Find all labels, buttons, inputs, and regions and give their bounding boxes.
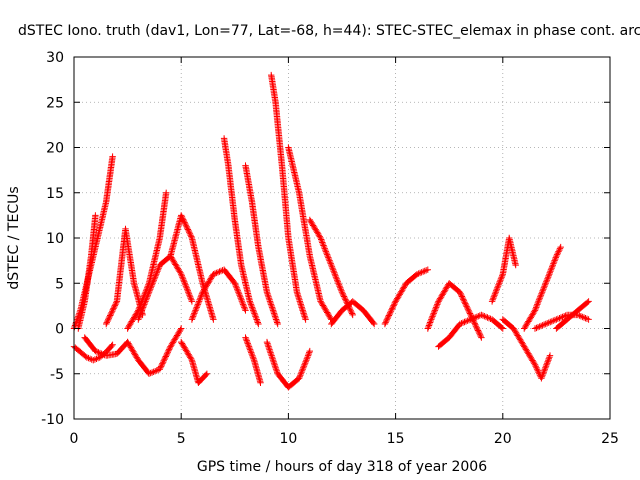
tick-labels: 0 5 10 15 20 25 -10 -5 0 5 10 15 20 25 30 (41, 50, 619, 447)
x-tick-label: 20 (494, 431, 512, 447)
data-arc (488, 234, 519, 305)
x-tick-label: 25 (601, 431, 619, 447)
data-arc (285, 144, 335, 323)
data-arc (242, 162, 281, 328)
y-tick-label: 30 (46, 50, 64, 66)
x-tick-label: 15 (387, 431, 405, 447)
axis-ticks (73, 56, 611, 420)
y-tick-label: 25 (46, 95, 64, 111)
x-axis-label: GPS time / hours of day 318 of year 2006 (197, 459, 487, 475)
data-arc (268, 71, 309, 323)
y-axis-label: dSTEC / TECUs (6, 186, 22, 289)
y-tick-label: 0 (55, 322, 64, 338)
data-arc (188, 266, 249, 323)
data-arc (135, 252, 196, 323)
data-arc (521, 243, 564, 332)
data-arc (553, 298, 592, 332)
chart-title: dSTEC Iono. truth (dav1, Lon=77, Lat=-68… (18, 23, 640, 39)
data-arc (242, 334, 264, 386)
x-tick-label: 0 (70, 431, 79, 447)
data-arc (124, 325, 185, 377)
y-tick-label: -5 (50, 367, 64, 383)
y-tick-label: -10 (41, 412, 64, 428)
x-tick-label: 5 (177, 431, 186, 447)
data-arc (220, 135, 262, 328)
data-arc (435, 311, 506, 350)
x-tick-label: 10 (279, 431, 297, 447)
data-arc (124, 189, 170, 332)
y-tick-label: 5 (55, 276, 64, 292)
grid (74, 57, 610, 419)
y-tick-label: 20 (46, 141, 64, 157)
data-arc (103, 225, 146, 328)
data-arc (81, 334, 131, 359)
y-tick-label: 10 (46, 231, 64, 247)
y-tick-label: 15 (46, 186, 64, 202)
data-arc (178, 338, 211, 386)
data-arc (499, 316, 554, 382)
data-arc (424, 280, 485, 341)
data-arc (328, 298, 378, 328)
data-arc (263, 338, 313, 391)
data-arc (381, 266, 431, 328)
